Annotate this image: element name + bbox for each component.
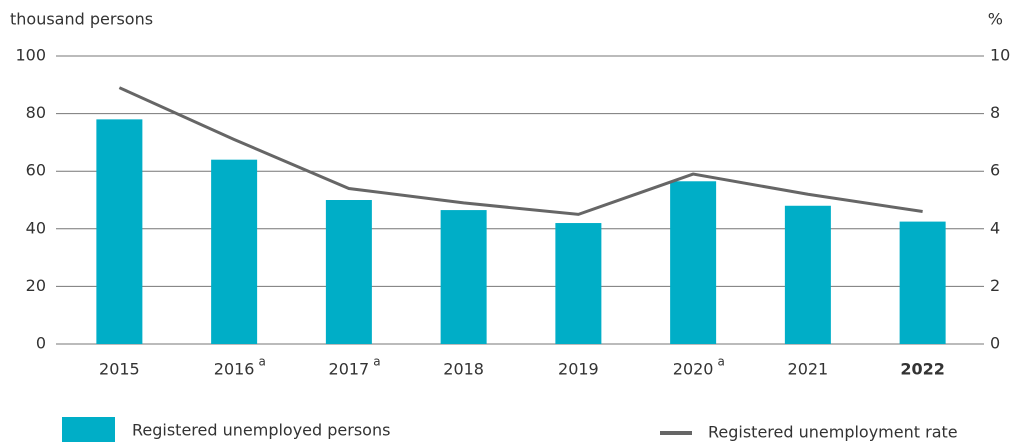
legend-label: Registered unemployment rate bbox=[708, 423, 958, 442]
bar bbox=[784, 205, 831, 344]
x-tick-superscript: a bbox=[258, 355, 265, 369]
bar bbox=[555, 223, 602, 344]
bar bbox=[440, 210, 487, 344]
y2-tick-label: 6 bbox=[990, 161, 1000, 180]
y2-tick-label: 2 bbox=[990, 276, 1000, 295]
y-tick-label: 100 bbox=[15, 46, 46, 65]
x-tick-superscript: a bbox=[717, 355, 724, 369]
line bbox=[118, 86, 923, 216]
y2-tick-label: 8 bbox=[990, 103, 1000, 122]
y2-tick-label: 0 bbox=[990, 334, 1000, 353]
x-tick-label: 2022 bbox=[900, 360, 945, 379]
y2-tick-label: 4 bbox=[990, 218, 1000, 237]
x-tick-superscript: a bbox=[373, 355, 380, 369]
bar bbox=[211, 159, 258, 344]
y-tick-label: 60 bbox=[26, 161, 46, 180]
legend-swatch bbox=[62, 417, 115, 442]
legend-label: Registered unemployed persons bbox=[132, 421, 390, 440]
x-tick-label: 2020 bbox=[673, 360, 714, 379]
y-tick-label: 0 bbox=[36, 334, 46, 353]
x-tick-label: 2016 bbox=[214, 360, 255, 379]
x-tick-label: 2017 bbox=[329, 360, 370, 379]
bar bbox=[899, 221, 946, 344]
y-tick-label: 80 bbox=[26, 103, 46, 122]
x-tick-label: 2021 bbox=[788, 360, 829, 379]
bar bbox=[670, 181, 717, 344]
bar bbox=[325, 200, 372, 344]
y-tick-label: 20 bbox=[26, 276, 46, 295]
bar bbox=[96, 119, 143, 344]
y-tick-label: 40 bbox=[26, 218, 46, 237]
y2-axis-label: % bbox=[988, 10, 1003, 29]
y-axis-label: thousand persons bbox=[10, 10, 153, 29]
y2-tick-label: 10 bbox=[990, 46, 1010, 65]
x-tick-label: 2019 bbox=[558, 360, 599, 379]
x-tick-label: 2018 bbox=[443, 360, 484, 379]
x-tick-label: 2015 bbox=[99, 360, 140, 379]
